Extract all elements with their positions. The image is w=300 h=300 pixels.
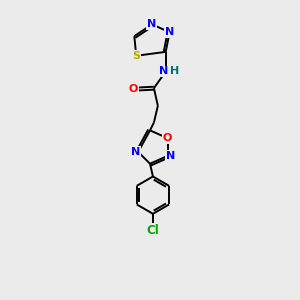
Text: N: N [165, 27, 174, 37]
Text: O: O [129, 84, 138, 94]
Text: H: H [170, 67, 179, 76]
Text: S: S [132, 51, 140, 61]
Text: Cl: Cl [147, 224, 159, 237]
Text: N: N [147, 20, 157, 29]
Text: N: N [166, 151, 175, 161]
Text: N: N [159, 67, 168, 76]
Text: O: O [163, 133, 172, 143]
Text: N: N [131, 147, 140, 157]
